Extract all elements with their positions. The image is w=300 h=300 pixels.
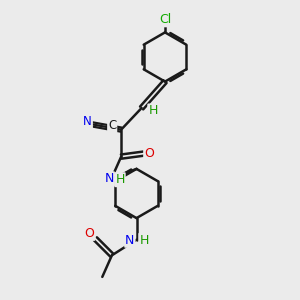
Text: O: O [85,227,94,240]
Text: N: N [104,172,114,185]
Text: Cl: Cl [159,13,171,26]
Text: N: N [83,115,92,128]
Text: H: H [115,173,125,186]
Text: N: N [125,234,135,247]
Text: O: O [144,146,154,160]
Text: H: H [148,104,158,118]
Text: C: C [108,119,116,132]
Text: H: H [139,234,149,247]
